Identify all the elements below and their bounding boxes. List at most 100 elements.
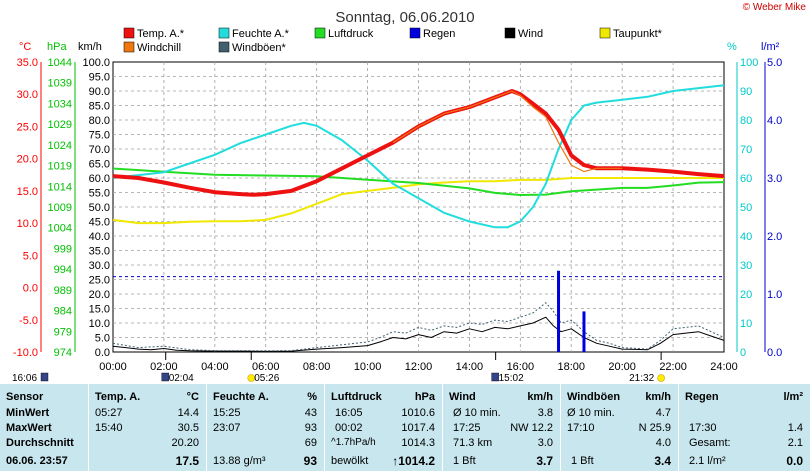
humidity-max-time: 23:07 bbox=[213, 422, 241, 434]
temp-tick-label: -5.0 bbox=[19, 315, 38, 327]
temp-tick-label: 35.0 bbox=[17, 57, 38, 69]
gusts-max-time: 17:10 bbox=[567, 422, 595, 434]
legend-swatch bbox=[504, 27, 516, 39]
wind-max-value: NW 12.2 bbox=[510, 422, 553, 434]
legend-label: Wind bbox=[518, 28, 543, 40]
rain-column: Regen l/m² 17:30 1.4 Gesamt: 2.1 2.1 l/m… bbox=[678, 384, 810, 471]
rain-total-display: 2.1 l/m² bbox=[689, 455, 726, 467]
pressure-current-value: ↑1014.2 bbox=[392, 454, 435, 468]
pressure-tick-label: 994 bbox=[54, 264, 72, 276]
wind-tick-label: 40.0 bbox=[89, 231, 110, 243]
wind-tick-label: 55.0 bbox=[89, 188, 110, 200]
time-tick-label: 02:00 bbox=[150, 361, 178, 373]
marker-time-label: 16:06 bbox=[12, 373, 37, 384]
legend-label: Luftdruck bbox=[328, 28, 374, 40]
wind-tick-label: 100.0 bbox=[82, 57, 110, 69]
moon-icon bbox=[40, 372, 49, 382]
rain-total-label: Gesamt: bbox=[689, 437, 731, 449]
wind-tick-label: 80.0 bbox=[89, 115, 110, 127]
rain-axis-unit: l/m² bbox=[761, 41, 780, 53]
pressure-tick-label: 974 bbox=[54, 347, 72, 359]
wind-avg-value: 3.0 bbox=[537, 437, 553, 449]
rain-current-value: 0.0 bbox=[786, 454, 803, 468]
wind-avg-label: Ø 10 min. bbox=[453, 407, 501, 419]
time-tick-label: 20:00 bbox=[608, 361, 636, 373]
rain-tick-label: 5.0 bbox=[767, 57, 782, 69]
temp-current-value: 17.5 bbox=[175, 454, 199, 468]
pressure-min-time: 16:05 bbox=[335, 407, 363, 419]
series-line-wind bbox=[112, 316, 725, 352]
gusts-max-value: N 25.9 bbox=[638, 422, 671, 434]
temp-column: Temp. A. °C 05:27 14.4 15:40 30.5 20.20 … bbox=[88, 384, 207, 471]
temp-unit: °C bbox=[186, 391, 199, 403]
wind-column: Wind km/h Ø 10 min. 3.8 17:25 NW 12.2 71… bbox=[442, 384, 561, 471]
temp-min-time: 05:27 bbox=[95, 407, 123, 419]
gusts-current-value: 3.4 bbox=[654, 454, 671, 468]
humidity-absolute: 13.88 g/m³ bbox=[213, 455, 266, 467]
legend-swatch bbox=[123, 27, 135, 39]
legend-label: Taupunkt* bbox=[613, 28, 663, 40]
pressure-column: Luftdruck hPa 16:05 1010.6 00:02 1017.4 … bbox=[324, 384, 443, 471]
time-tick-label: 12:00 bbox=[405, 361, 433, 373]
time-tick-label: 10:00 bbox=[354, 361, 382, 373]
wind-tick-label: 45.0 bbox=[89, 217, 110, 229]
humidity-tick-label: 20 bbox=[740, 289, 752, 301]
wind-beaufort: 1 Bft bbox=[453, 455, 476, 467]
pressure-tick-label: 984 bbox=[54, 306, 72, 318]
gusts-avg-label: Ø 10 min. bbox=[567, 407, 615, 419]
pressure-tick-label: 1044 bbox=[48, 57, 72, 69]
wind-tick-label: 75.0 bbox=[89, 130, 110, 142]
humidity-tick-label: 80 bbox=[740, 115, 752, 127]
pressure-trend: ^1.7hPa/h bbox=[331, 437, 376, 448]
copyright: © Weber Mike bbox=[742, 2, 806, 13]
rain-max-value: 1.4 bbox=[787, 422, 803, 434]
wind-unit: km/h bbox=[527, 391, 553, 403]
humidity-header: Feuchte A. bbox=[213, 391, 269, 403]
pressure-tick-label: 999 bbox=[54, 243, 72, 255]
gusts-unit: km/h bbox=[645, 391, 671, 403]
wind-tick-label: 30.0 bbox=[89, 260, 110, 272]
humidity-avg-value: 69 bbox=[304, 437, 317, 449]
temp-tick-label: 20.0 bbox=[17, 154, 38, 166]
sun-icon bbox=[247, 374, 256, 382]
wind-tick-label: 15.0 bbox=[89, 304, 110, 316]
legend-swatch bbox=[599, 27, 611, 39]
marker-time-label: 15:02 bbox=[499, 373, 524, 384]
row-label-min: MinWert bbox=[6, 407, 50, 419]
temp-tick-label: 5.0 bbox=[23, 250, 38, 262]
chart-title: Sonntag, 06.06.2010 bbox=[335, 9, 474, 26]
rain-max-time: 17:30 bbox=[689, 422, 717, 434]
time-tick-label: 04:00 bbox=[201, 361, 229, 373]
wind-tick-label: 0.0 bbox=[95, 347, 110, 359]
temp-axis-unit: °C bbox=[19, 41, 31, 53]
series-line-taupunkt bbox=[112, 177, 724, 225]
rain-unit: l/m² bbox=[783, 391, 803, 403]
weather-chart: Sonntag, 06.06.2010 °C hPa km/h% l/m² 35.0 30.… bbox=[12, 9, 782, 384]
wind-tick-label: 10.0 bbox=[89, 318, 110, 330]
humidity-tick-label: 90 bbox=[740, 86, 752, 98]
legend-label: Feuchte A.* bbox=[232, 28, 290, 40]
rain-tick-label: 1.0 bbox=[767, 289, 782, 301]
time-tick-label: 14:00 bbox=[456, 361, 484, 373]
humidity-current-value: 93 bbox=[303, 454, 317, 468]
pressure-tick-label: 1004 bbox=[48, 223, 72, 235]
wind-tick-label: 35.0 bbox=[89, 246, 110, 258]
legend-label: Regen bbox=[423, 28, 455, 40]
sensor-header: Sensor bbox=[6, 391, 44, 403]
pressure-unit: hPa bbox=[414, 391, 435, 403]
legend-label: Temp. A.* bbox=[137, 28, 185, 40]
wind-distance: 71.3 km bbox=[453, 437, 493, 449]
pressure-tick-label: 1009 bbox=[48, 202, 72, 214]
rain-total-value: 2.1 bbox=[787, 437, 803, 449]
time-tick-label: 18:00 bbox=[557, 361, 585, 373]
temp-avg-value: 20.20 bbox=[171, 437, 199, 449]
time-tick-label: 08:00 bbox=[303, 361, 331, 373]
row-label-current: 06.06. 23:57 bbox=[6, 455, 68, 467]
temp-tick-label: 0.0 bbox=[23, 283, 38, 295]
humidity-unit: % bbox=[307, 391, 317, 403]
humidity-tick-label: 10 bbox=[740, 318, 752, 330]
gusts-avg-value: 4.0 bbox=[655, 437, 671, 449]
pressure-header: Luftdruck bbox=[331, 391, 382, 403]
wind-tick-label: 20.0 bbox=[89, 289, 110, 301]
wind-tick-label: 65.0 bbox=[89, 159, 110, 171]
